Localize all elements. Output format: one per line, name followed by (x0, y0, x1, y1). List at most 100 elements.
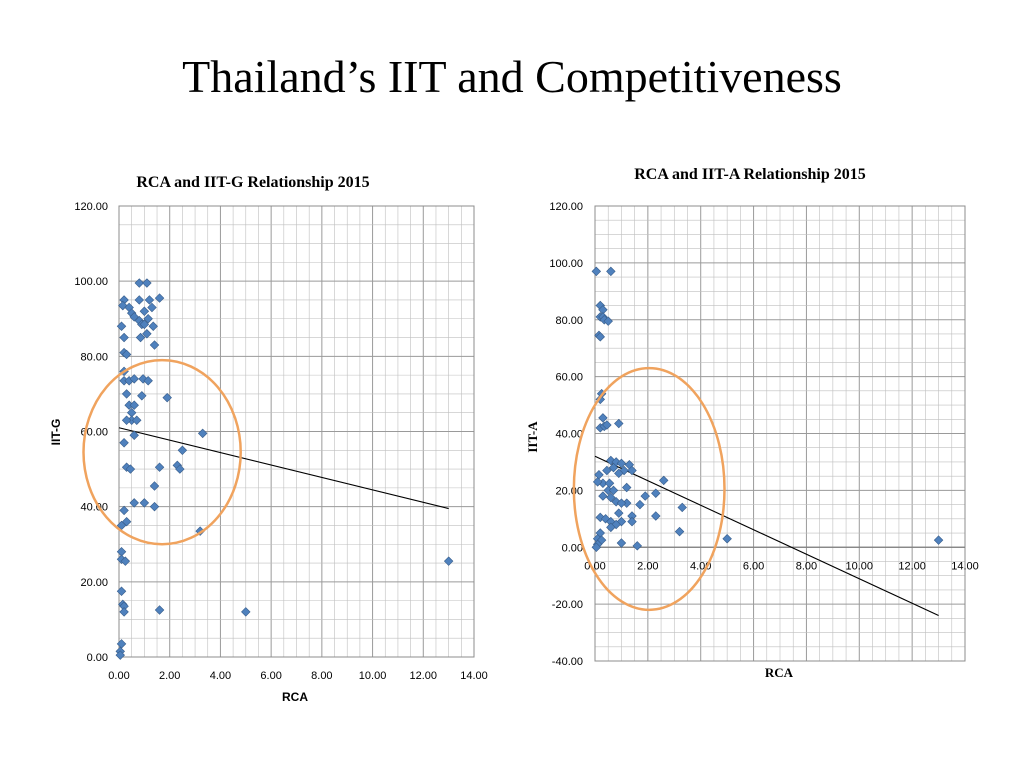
iit-g-data-point (148, 321, 158, 331)
iit-g-data-point (177, 445, 188, 456)
iit-a-data-point (598, 491, 608, 501)
chart-iit-a-ylabel: IIT-A (525, 421, 540, 453)
iit-a-data-point (606, 522, 616, 533)
iit-g-trendline (118, 427, 449, 510)
iit-g-data-point (143, 376, 153, 386)
iit-a-plot-frame (594, 205, 966, 662)
iit-a-ytick-label: -20.00 (552, 599, 583, 611)
iit-a-data-point (616, 538, 627, 548)
iit-a-data-point (591, 542, 602, 552)
iit-a-data-point (608, 485, 619, 496)
iit-g-data-point (119, 505, 129, 516)
iit-a-data-point (608, 462, 619, 473)
iit-a-trendline (594, 455, 939, 616)
iit-g-xtick-label: 12.00 (410, 670, 438, 682)
iit-a-data-point (616, 516, 627, 527)
iit-g-data-point (115, 650, 125, 660)
chart-iit-g-xlabel: RCA (282, 690, 308, 704)
iit-a-data-point (674, 526, 685, 537)
iit-g-data-point (154, 293, 165, 303)
iit-g-data-point (116, 321, 127, 331)
iit-g-data-point (129, 312, 139, 322)
iit-a-data-point (627, 465, 637, 476)
iit-a-data-point (722, 533, 732, 544)
iit-g-data-point (162, 392, 172, 403)
iit-g-data-point (147, 302, 157, 313)
iit-g-data-point (143, 314, 153, 324)
iit-g-data-point (135, 332, 146, 343)
iit-g-data-point (116, 586, 127, 596)
iit-g-data-point (139, 498, 150, 508)
iit-a-data-point (594, 470, 604, 480)
iit-g-data-point (119, 607, 129, 617)
iit-a-xtick-label: 2.00 (637, 560, 658, 572)
iit-g-data-point (149, 501, 160, 512)
iit-a-data-point (591, 266, 602, 277)
iit-g-xtick-label: 6.00 (260, 670, 281, 682)
iit-a-xtick-label: 0.00 (584, 560, 605, 572)
iit-a-data-point (603, 316, 613, 326)
iit-a-xtick-label: 12.00 (898, 560, 926, 572)
iit-a-data-point (616, 498, 627, 508)
iit-g-data-point (149, 481, 160, 491)
iit-g-data-point (142, 329, 152, 339)
iit-g-ytick-label: 0.00 (87, 652, 108, 664)
iit-a-ytick-label: 20.00 (555, 485, 583, 497)
chart-iit-a-xlabel: RCA (765, 665, 794, 680)
iit-g-data-point (137, 391, 147, 401)
iit-a-highlight-ellipse (572, 366, 726, 612)
iit-g-xtick-label: 10.00 (359, 670, 387, 682)
iit-g-data-point (197, 428, 208, 439)
iit-g-xtick-label: 4.00 (210, 670, 231, 682)
iit-g-data-point (129, 498, 139, 508)
iit-a-ytick-label: 0.00 (562, 542, 583, 554)
iit-g-data-point (142, 278, 152, 288)
iit-g-ytick-label: 20.00 (80, 577, 108, 589)
iit-a-ytick-label: 100.00 (549, 258, 583, 270)
iit-g-ytick-label: 60.00 (80, 427, 108, 439)
iit-a-data-point (614, 468, 624, 479)
iit-a-data-point (598, 413, 608, 423)
iit-g-data-point (154, 605, 165, 615)
iit-g-data-point (119, 332, 129, 343)
iit-g-data-point (125, 464, 136, 474)
iit-g-ytick-label: 100.00 (74, 276, 108, 288)
iit-a-data-point (619, 465, 629, 476)
iit-a-data-point (621, 482, 632, 493)
iit-g-data-point (121, 415, 132, 425)
chart-iit-a: RCA and IIT-A Relationship 2015 0.00 2.00… (525, 166, 979, 680)
iit-a-data-point (635, 499, 645, 510)
iit-g-xtick-label: 14.00 (460, 670, 488, 682)
iit-a-data-point (592, 477, 603, 487)
chart-iit-g: RCA and IIT-G Relationship 2015 0.00 2.00… (49, 174, 488, 704)
iit-a-xtick-label: 8.00 (796, 560, 817, 572)
iit-a-xtick-label: 10.00 (846, 560, 874, 572)
iit-a-data-point (600, 514, 611, 524)
iit-g-plot-frame (118, 205, 475, 658)
iit-g-data-point (154, 462, 165, 472)
iit-a-data-point (602, 420, 612, 430)
iit-a-data-point (611, 519, 621, 530)
iit-g-data-point (139, 319, 150, 330)
iit-a-ytick-label: 40.00 (555, 429, 583, 441)
iit-a-data-point (614, 508, 624, 518)
iit-g-data-point (443, 556, 454, 566)
iit-g-highlight-ellipse (82, 358, 242, 546)
iit-g-data-point (139, 306, 150, 316)
iit-a-data-point (614, 418, 624, 429)
iit-g-xtick-label: 2.00 (159, 670, 180, 682)
iit-g-ytick-label: 40.00 (80, 502, 108, 514)
iit-a-data-point (606, 492, 616, 503)
iit-g-data-point (132, 415, 142, 425)
iit-a-ytick-label: -40.00 (552, 656, 583, 668)
chart-iit-g-ylabel: IIT-G (49, 419, 63, 446)
iit-a-data-point (595, 332, 606, 342)
iit-g-ytick-label: 80.00 (80, 351, 108, 363)
iit-g-data-point (121, 389, 132, 399)
iit-a-data-point (616, 458, 627, 469)
iit-a-data-point (658, 475, 669, 486)
iit-a-data-point (677, 502, 687, 513)
iit-a-ytick-label: 120.00 (549, 201, 583, 213)
iit-a-data-point (604, 478, 615, 488)
